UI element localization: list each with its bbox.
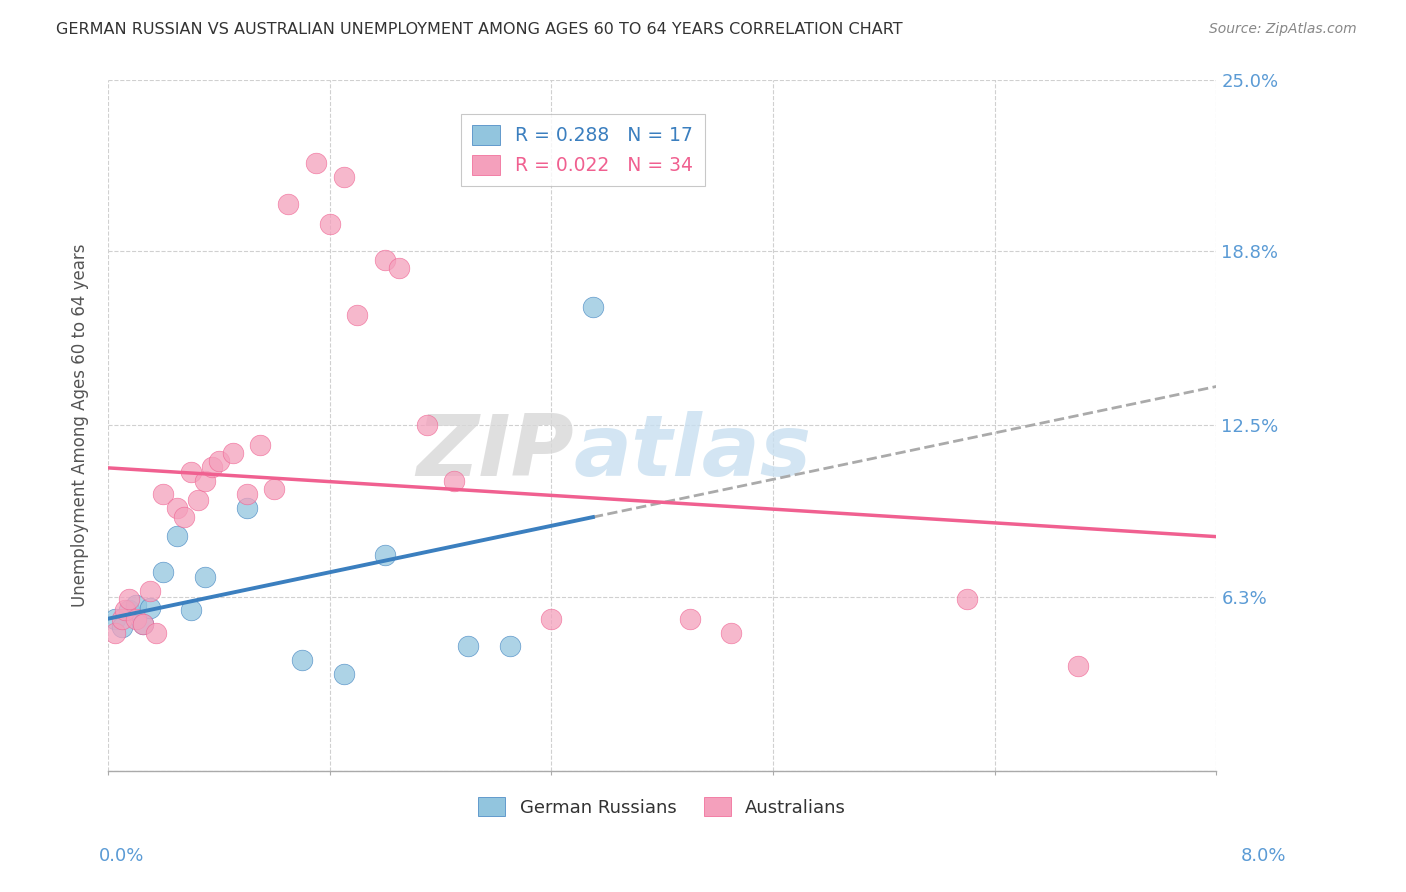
Point: [277, 197, 299, 211]
Text: atlas: atlas: [574, 411, 811, 494]
Point: [374, 548, 396, 562]
Point: [291, 653, 314, 667]
Text: GERMAN RUSSIAN VS AUSTRALIAN UNEMPLOYMENT AMONG AGES 60 TO 64 YEARS CORRELATION : GERMAN RUSSIAN VS AUSTRALIAN UNEMPLOYMEN…: [56, 22, 903, 37]
Point: [131, 617, 153, 632]
Point: [305, 156, 328, 170]
Point: [956, 592, 979, 607]
Point: [166, 529, 188, 543]
Point: [194, 570, 217, 584]
Point: [332, 667, 354, 681]
Point: [104, 625, 127, 640]
Point: [388, 260, 411, 275]
Point: [152, 487, 174, 501]
Point: [540, 612, 562, 626]
Point: [131, 617, 153, 632]
Text: Source: ZipAtlas.com: Source: ZipAtlas.com: [1209, 22, 1357, 37]
Point: [346, 308, 368, 322]
Point: [118, 592, 141, 607]
Point: [374, 252, 396, 267]
Point: [332, 169, 354, 184]
Point: [443, 474, 465, 488]
Point: [125, 612, 148, 626]
Legend: German Russians, Australians: German Russians, Australians: [471, 789, 853, 824]
Point: [201, 459, 224, 474]
Point: [720, 625, 742, 640]
Point: [173, 509, 195, 524]
Text: 0.0%: 0.0%: [98, 847, 143, 865]
Point: [499, 640, 522, 654]
Point: [114, 603, 136, 617]
Point: [221, 446, 243, 460]
Point: [249, 438, 271, 452]
Point: [111, 612, 134, 626]
Point: [318, 217, 340, 231]
Point: [679, 612, 702, 626]
Text: 8.0%: 8.0%: [1241, 847, 1286, 865]
Point: [138, 600, 160, 615]
Point: [138, 584, 160, 599]
Point: [145, 625, 167, 640]
Point: [415, 418, 437, 433]
Point: [457, 640, 479, 654]
Point: [180, 465, 202, 479]
Point: [187, 492, 209, 507]
Point: [235, 501, 257, 516]
Point: [582, 300, 605, 314]
Point: [208, 454, 231, 468]
Point: [166, 501, 188, 516]
Point: [104, 612, 127, 626]
Point: [1067, 658, 1090, 673]
Text: ZIP: ZIP: [416, 411, 574, 494]
Point: [152, 565, 174, 579]
Point: [263, 482, 285, 496]
Y-axis label: Unemployment Among Ages 60 to 64 years: Unemployment Among Ages 60 to 64 years: [72, 244, 89, 607]
Point: [118, 603, 141, 617]
Point: [194, 474, 217, 488]
Point: [125, 598, 148, 612]
Point: [180, 603, 202, 617]
Point: [111, 620, 134, 634]
Point: [235, 487, 257, 501]
